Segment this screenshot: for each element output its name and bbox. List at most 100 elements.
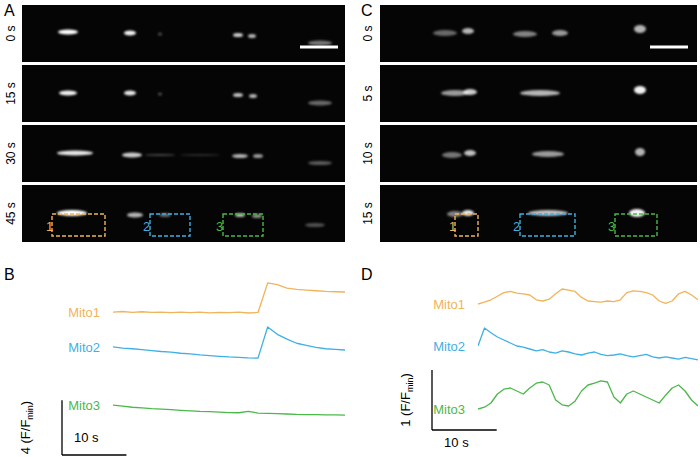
mitochondrion	[57, 151, 93, 156]
mitochondrion	[58, 30, 78, 35]
trace-line	[478, 289, 698, 304]
mitochondrion	[305, 223, 325, 227]
roi-box	[52, 214, 105, 236]
mitochondrion	[232, 154, 248, 158]
roi-label: 2	[143, 219, 150, 234]
mitochondrion	[552, 30, 568, 36]
mitochondrion	[57, 210, 87, 216]
time-label: 15 s	[4, 82, 18, 105]
frame-content	[57, 210, 325, 227]
mitochondrion	[308, 161, 332, 165]
y-scale-label: 1 (F/Fmin)	[398, 373, 415, 427]
mitochondrion	[513, 31, 537, 37]
image-scale-bar	[300, 46, 338, 49]
image-frame	[380, 185, 697, 242]
y-scale-label-suffix: )	[18, 401, 33, 405]
frame-content	[59, 91, 332, 106]
trace-line	[113, 405, 345, 415]
y-scale-label-main: 4 (F/F	[18, 420, 33, 455]
y-scale-bar	[431, 370, 432, 430]
mitochondrion	[532, 151, 564, 157]
roi-box	[615, 214, 657, 236]
mitochondrion	[634, 25, 646, 33]
roi-label: 3	[216, 219, 223, 234]
x-scale-bar	[432, 429, 497, 430]
roi-label: 1	[449, 219, 456, 234]
panel-letter: C	[361, 2, 373, 19]
panel-letter: D	[361, 266, 373, 283]
y-scale-bar	[61, 400, 62, 455]
mitochondrion	[464, 150, 476, 156]
image-frame	[380, 65, 697, 122]
x-scale-bar	[62, 454, 126, 455]
mitochondrion	[462, 210, 474, 216]
x-scale-label: 10 s	[74, 430, 99, 445]
x-scale-label: 10 s	[444, 435, 469, 450]
mitochondrion	[145, 154, 175, 156]
mitochondrion	[635, 148, 645, 156]
panel-letter: B	[4, 266, 15, 283]
mitochondrion	[59, 91, 77, 96]
frame-content	[441, 86, 646, 96]
mitochondrion	[253, 154, 263, 158]
trace-line	[478, 381, 698, 409]
trace-line	[478, 328, 698, 360]
time-label: 45 s	[4, 202, 18, 225]
trace-line	[113, 283, 345, 313]
roi-box	[520, 214, 575, 236]
mitochondrion	[248, 34, 256, 38]
image-frame	[22, 125, 345, 182]
image-frame	[380, 125, 697, 182]
y-scale-label-suffix: )	[398, 373, 413, 377]
mitochondrion	[308, 101, 332, 106]
image-frame	[22, 65, 345, 122]
mitochondrion	[433, 30, 457, 36]
series-label: Mito3	[433, 402, 465, 417]
time-label: 10 s	[361, 142, 375, 165]
mitochondrion	[180, 154, 220, 156]
y-scale-label-main: 1 (F/F	[398, 392, 413, 427]
time-label: 5 s	[361, 85, 375, 101]
mitochondrion	[528, 210, 568, 216]
series-label: Mito1	[68, 305, 100, 320]
frame-content	[57, 151, 332, 166]
series-label: Mito1	[433, 297, 465, 312]
roi-box	[223, 214, 263, 236]
frame-content	[58, 30, 332, 46]
traces	[478, 289, 698, 409]
mitochondrion	[442, 152, 462, 158]
mitochondrion	[122, 153, 142, 158]
image-frame	[22, 5, 345, 62]
roi-label: 3	[608, 219, 615, 234]
panel-letter: A	[4, 2, 15, 19]
mitochondrion	[233, 33, 243, 37]
time-label: 0 s	[361, 25, 375, 41]
traces	[113, 283, 345, 415]
roi-label: 1	[46, 219, 53, 234]
mitochondrion	[308, 41, 332, 46]
mitochondrion	[124, 91, 136, 96]
mitochondrion	[520, 90, 560, 96]
image-frame	[22, 185, 345, 242]
mitochondrion	[158, 93, 162, 96]
mitochondrion	[249, 94, 257, 98]
roi-box	[455, 214, 478, 236]
time-label: 0 s	[4, 25, 18, 41]
mitochondrion	[124, 31, 136, 36]
time-label: 15 s	[361, 202, 375, 225]
image-frame	[380, 5, 697, 62]
frame-content	[442, 148, 645, 158]
series-label: Mito2	[433, 339, 465, 354]
frame-content	[433, 25, 646, 37]
series-label: Mito2	[68, 340, 100, 355]
mitochondrion	[629, 209, 645, 217]
image-scale-bar	[650, 46, 688, 49]
mitochondrion	[462, 28, 474, 34]
mitochondrion	[463, 89, 477, 95]
roi-box	[150, 214, 190, 236]
series-label: Mito3	[68, 398, 100, 413]
time-label: 30 s	[4, 142, 18, 165]
mitochondrion	[634, 86, 646, 94]
mitochondrion	[127, 213, 143, 218]
mitochondrion	[233, 93, 243, 97]
